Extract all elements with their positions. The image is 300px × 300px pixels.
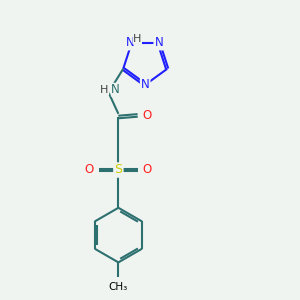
Text: N: N [126, 37, 134, 50]
Text: H: H [133, 34, 142, 44]
Text: O: O [143, 164, 152, 176]
Text: O: O [142, 109, 152, 122]
Text: N: N [154, 37, 163, 50]
Text: N: N [141, 78, 150, 91]
Text: O: O [85, 164, 94, 176]
Text: S: S [114, 164, 122, 176]
Text: N: N [111, 83, 120, 96]
Text: CH₃: CH₃ [109, 282, 128, 292]
Text: H: H [100, 85, 109, 95]
